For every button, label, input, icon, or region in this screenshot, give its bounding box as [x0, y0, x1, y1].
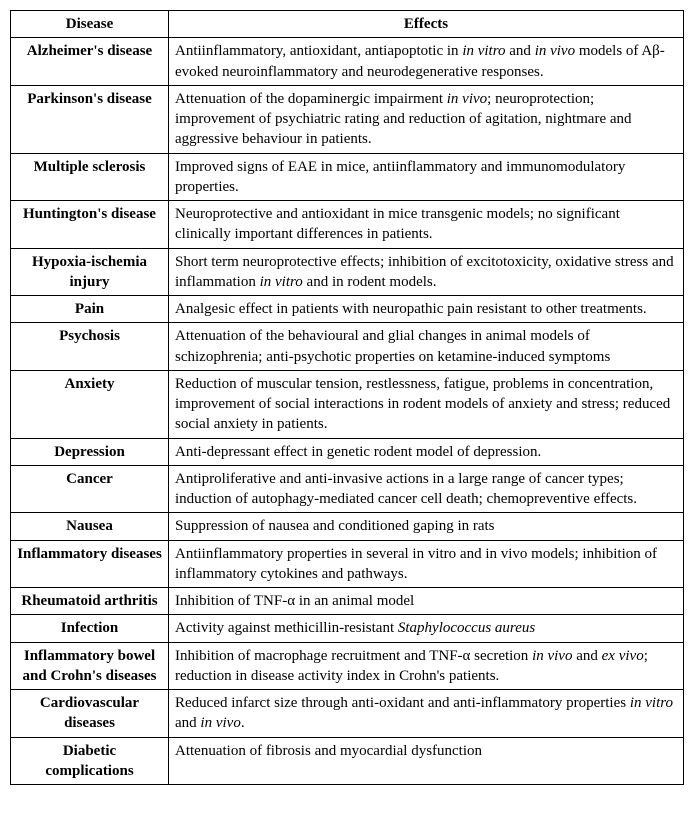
disease-cell: Alzheimer's disease — [11, 38, 169, 86]
header-disease: Disease — [11, 11, 169, 38]
effects-cell: Antiinflammatory properties in several i… — [169, 540, 684, 588]
disease-cell: Inflammatory diseases — [11, 540, 169, 588]
table-row: Multiple sclerosisImproved signs of EAE … — [11, 153, 684, 201]
table-row: Inflammatory bowel and Crohn's diseasesI… — [11, 642, 684, 690]
disease-cell: Infection — [11, 615, 169, 642]
effects-cell: Reduced infarct size through anti-oxidan… — [169, 690, 684, 738]
effects-cell: Analgesic effect in patients with neurop… — [169, 296, 684, 323]
effects-cell: Neuroprotective and antioxidant in mice … — [169, 201, 684, 249]
disease-cell: Diabetic complications — [11, 737, 169, 785]
table-row: AnxietyReduction of muscular tension, re… — [11, 370, 684, 438]
effects-cell: Inhibition of TNF-α in an animal model — [169, 588, 684, 615]
disease-cell: Inflammatory bowel and Crohn's diseases — [11, 642, 169, 690]
table-header-row: Disease Effects — [11, 11, 684, 38]
effects-cell: Inhibition of macrophage recruitment and… — [169, 642, 684, 690]
effects-cell: Antiinflammatory, antioxidant, antiapopt… — [169, 38, 684, 86]
table-row: Rheumatoid arthritisInhibition of TNF-α … — [11, 588, 684, 615]
disease-cell: Cancer — [11, 465, 169, 513]
table-row: Cardiovascular diseasesReduced infarct s… — [11, 690, 684, 738]
effects-cell: Antiproliferative and anti-invasive acti… — [169, 465, 684, 513]
effects-cell: Attenuation of fibrosis and myocardial d… — [169, 737, 684, 785]
disease-cell: Pain — [11, 296, 169, 323]
effects-cell: Anti-depressant effect in genetic rodent… — [169, 438, 684, 465]
disease-cell: Anxiety — [11, 370, 169, 438]
disease-cell: Parkinson's disease — [11, 85, 169, 153]
disease-cell: Hypoxia-ischemia injury — [11, 248, 169, 296]
table-row: Hypoxia-ischemia injuryShort term neurop… — [11, 248, 684, 296]
disease-cell: Cardiovascular diseases — [11, 690, 169, 738]
disease-cell: Huntington's disease — [11, 201, 169, 249]
table-row: Alzheimer's diseaseAntiinflammatory, ant… — [11, 38, 684, 86]
disease-cell: Psychosis — [11, 323, 169, 371]
table-row: DepressionAnti-depressant effect in gene… — [11, 438, 684, 465]
table-row: Diabetic complicationsAttenuation of fib… — [11, 737, 684, 785]
table-row: InfectionActivity against methicillin-re… — [11, 615, 684, 642]
table-row: Inflammatory diseasesAntiinflammatory pr… — [11, 540, 684, 588]
effects-cell: Reduction of muscular tension, restlessn… — [169, 370, 684, 438]
table-row: Huntington's diseaseNeuroprotective and … — [11, 201, 684, 249]
table-row: NauseaSuppression of nausea and conditio… — [11, 513, 684, 540]
table-row: PainAnalgesic effect in patients with ne… — [11, 296, 684, 323]
disease-cell: Depression — [11, 438, 169, 465]
header-effects: Effects — [169, 11, 684, 38]
table-row: Parkinson's diseaseAttenuation of the do… — [11, 85, 684, 153]
effects-cell: Short term neuroprotective effects; inhi… — [169, 248, 684, 296]
table-row: PsychosisAttenuation of the behavioural … — [11, 323, 684, 371]
effects-cell: Attenuation of the behavioural and glial… — [169, 323, 684, 371]
effects-cell: Suppression of nausea and conditioned ga… — [169, 513, 684, 540]
table-row: CancerAntiproliferative and anti-invasiv… — [11, 465, 684, 513]
disease-cell: Rheumatoid arthritis — [11, 588, 169, 615]
disease-cell: Nausea — [11, 513, 169, 540]
disease-cell: Multiple sclerosis — [11, 153, 169, 201]
disease-effects-table: Disease Effects Alzheimer's diseaseAntii… — [10, 10, 684, 785]
effects-cell: Activity against methicillin-resistant S… — [169, 615, 684, 642]
effects-cell: Attenuation of the dopaminergic impairme… — [169, 85, 684, 153]
effects-cell: Improved signs of EAE in mice, antiinfla… — [169, 153, 684, 201]
